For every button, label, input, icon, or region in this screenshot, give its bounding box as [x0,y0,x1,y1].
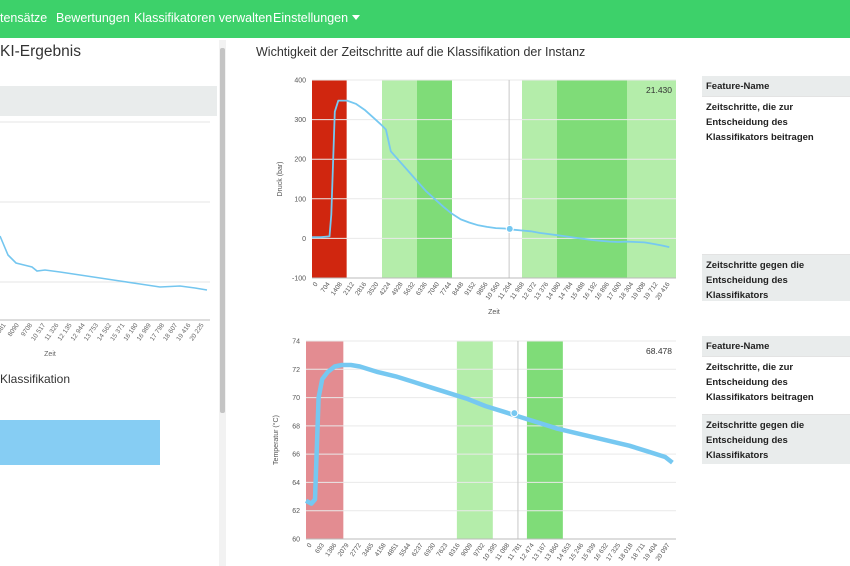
importance-title: Wichtigkeit der Zeitschritte auf die Kla… [256,45,586,59]
left-x-tick-label: 20 225 [188,322,205,343]
y-tick-label: 70 [292,395,300,402]
x-tick-label: 6237 [411,542,425,558]
importance-region [526,341,563,539]
left-panel-title: KI-Ergebnis [0,43,81,60]
cursor-marker[interactable] [510,409,519,418]
value-readout: 21.430 [646,85,672,95]
feature-table-header: Feature-Name [702,76,850,96]
x-tick-label: 2772 [349,542,363,558]
series-line [304,362,674,506]
x-tick-label: 4928 [391,281,405,297]
left-panel-header-bar [0,86,217,116]
value-readout: 68.478 [646,346,672,356]
left-classification-bar [0,420,160,465]
x-tick-label: 9152 [463,281,477,297]
y-tick-label: 66 [292,452,300,459]
nav-item-datensaetze[interactable]: tensätze [0,11,48,25]
y-tick-label: 300 [294,117,306,124]
x-tick-label: 7744 [439,281,453,297]
nav-item-bewertungen[interactable]: Bewertungen [56,11,130,25]
importance-region [306,341,344,539]
importance-region [456,341,493,539]
left-x-axis-label: Zeit [44,351,56,358]
importance-region [627,80,676,278]
nav-item-einstellungen-label: Einstellungen [273,11,349,25]
y-tick-label: 72 [292,367,300,374]
y-tick-label: 200 [294,157,306,164]
cursor-marker[interactable] [505,224,514,233]
left-x-tick-label: 681 [0,322,8,335]
x-tick-label: 3520 [366,281,380,297]
importance-region [312,80,347,278]
feature-for-label: Zeitschritte, die zur Entscheidung des K… [702,356,850,414]
importance-region [382,80,417,278]
feature-table-pressure: Feature-Name Zeitschritte, die zur Entsc… [702,76,850,301]
y-axis-label: Druck (bar) [277,161,284,196]
y-tick-label: 68 [292,423,300,430]
importance-region [557,80,627,278]
x-tick-label: 8448 [451,281,465,297]
feature-against-label: Zeitschritte gegen die Entscheidung des … [702,414,850,464]
y-axis-label: Temperatur (°C) [272,415,280,465]
x-tick-label: 6930 [423,542,437,558]
x-tick-label: 0 [306,542,314,549]
x-axis-label: Zeit [488,309,500,316]
nav-item-einstellungen[interactable]: Einstellungen [273,11,361,25]
x-tick-label: 2079 [337,542,351,558]
left-series-line [0,235,208,291]
x-tick-label: 2112 [342,281,356,297]
x-tick-label: 6336 [415,281,429,297]
x-tick-label: 4224 [378,281,392,297]
left-x-tick-label: 8090 [7,322,21,338]
x-tick-label: 5632 [403,281,417,297]
feature-table-header: Feature-Name [702,336,850,356]
y-tick-label: 100 [294,196,306,203]
x-tick-label: 3465 [361,542,375,558]
x-tick-label: 5544 [398,542,412,558]
y-tick-label: 60 [292,537,300,544]
y-tick-label: 64 [292,480,300,487]
importance-region [522,80,557,278]
x-tick-label: 4851 [386,542,400,558]
y-tick-label: 74 [292,339,300,346]
x-tick-label: 2816 [354,281,368,297]
importance-region [417,80,452,278]
series-line [312,99,670,248]
y-tick-label: 400 [294,78,306,85]
chevron-down-icon [352,15,361,20]
y-tick-label: 0 [302,236,306,243]
feature-for-label: Zeitschritte, die zur Entscheidung des K… [702,96,850,154]
y-tick-label: 62 [292,508,300,515]
left-section-subtitle: Klassifikation [0,372,71,386]
x-tick-label: 1408 [330,281,344,297]
top-navbar: tensätze Bewertungen Klassifikatoren ver… [0,0,850,38]
feature-against-label: Zeitschritte gegen die Entscheidung des … [702,254,850,301]
x-tick-label: 1386 [324,542,338,558]
panel-scrollbar-thumb[interactable] [220,48,225,413]
x-tick-label: 7623 [435,542,449,558]
x-tick-label: 7040 [427,281,441,297]
feature-table-temperature: Feature-Name Zeitschritte, die zur Entsc… [702,336,850,466]
x-tick-label: 0 [312,281,320,288]
x-tick-label: 9009 [460,542,474,558]
x-tick-label: 4158 [374,542,388,558]
x-tick-label: 8316 [448,542,462,558]
y-tick-label: -100 [292,276,306,283]
nav-item-klassifikatoren[interactable]: Klassifikatoren verwalten [134,11,273,25]
